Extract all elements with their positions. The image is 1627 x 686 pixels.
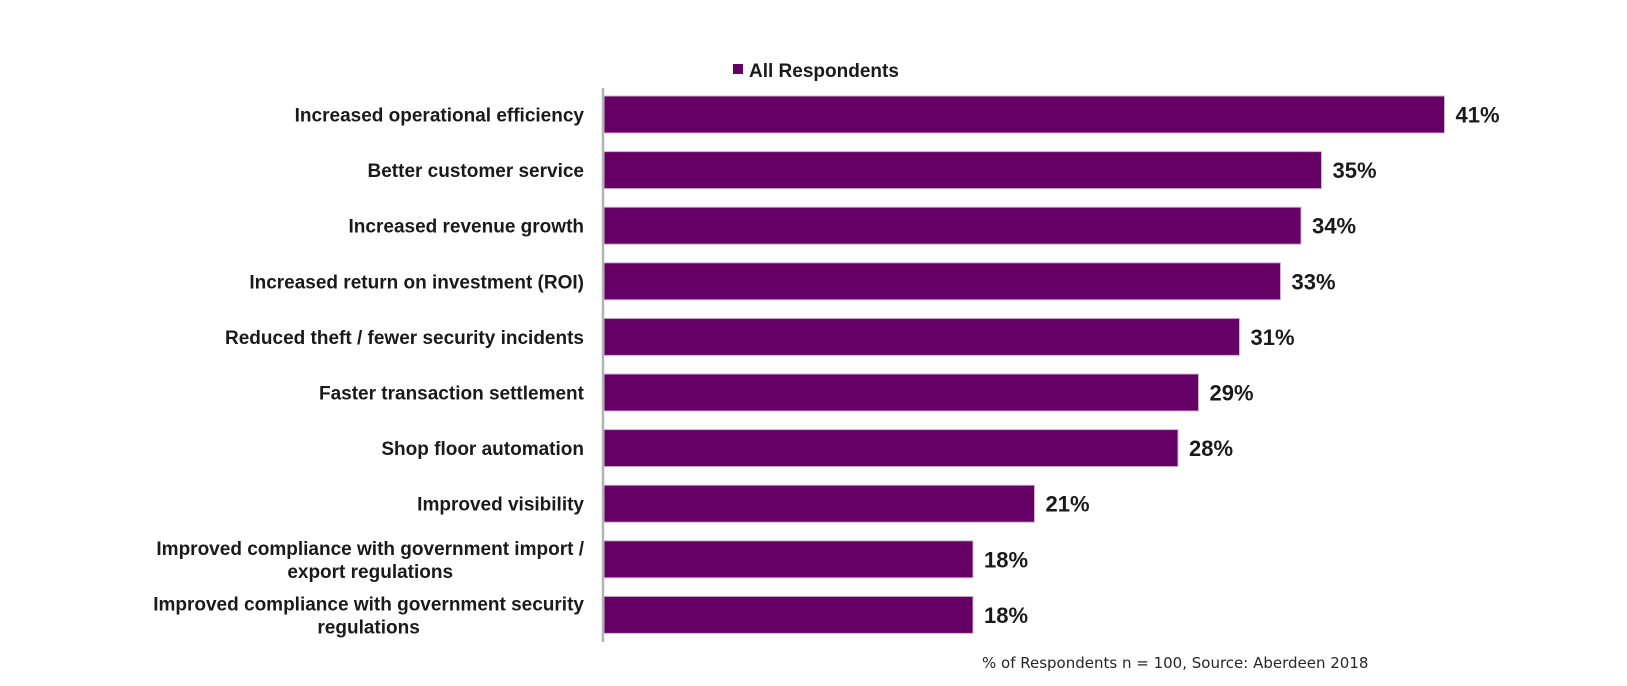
category-label-line: Improved compliance with government secu…: [153, 594, 584, 615]
category-label: Increased operational efficiency: [295, 106, 585, 127]
category-label: Improved compliance with government impo…: [156, 539, 584, 583]
value-labels: 41% 35% 34% 33% 31% 29% 28% 21% 18% 18%: [984, 103, 1500, 628]
category-label: Increased revenue growth: [349, 217, 584, 238]
legend-label: All Respondents: [749, 61, 899, 82]
bar: [603, 540, 974, 579]
category-label-line: Improved compliance with government impo…: [156, 539, 584, 560]
category-label: Shop floor automation: [381, 439, 584, 460]
bar: [603, 95, 1445, 134]
category-label: Improved visibility: [417, 495, 584, 516]
bars-group: [603, 95, 1445, 634]
value-label: 18%: [984, 603, 1028, 628]
value-label: 35%: [1333, 158, 1377, 183]
category-label: Better customer service: [368, 161, 585, 182]
value-label: 41%: [1456, 103, 1500, 128]
bar: [603, 595, 974, 634]
bar: [603, 151, 1322, 190]
value-label: 18%: [984, 547, 1028, 572]
value-label: 29%: [1210, 381, 1254, 406]
bar: [603, 373, 1199, 412]
bar: [603, 206, 1302, 245]
value-label: 33%: [1292, 269, 1336, 294]
category-label: Reduced theft / fewer security incidents: [225, 328, 584, 349]
legend: All Respondents: [733, 61, 899, 82]
legend-swatch: [733, 64, 743, 74]
category-labels: Increased operational efficiency Better c…: [153, 106, 584, 639]
value-label: 31%: [1251, 325, 1295, 350]
source-footnote: % of Respondents n = 100, Source: Aberde…: [982, 654, 1368, 672]
value-label: 34%: [1312, 214, 1356, 239]
category-label-line: regulations: [317, 617, 419, 638]
bar: [603, 317, 1240, 356]
category-label: Increased return on investment (ROI): [249, 272, 584, 293]
bar: [603, 429, 1179, 468]
category-label: Faster transaction settlement: [319, 384, 585, 405]
category-label: Improved compliance with government secu…: [153, 594, 584, 638]
category-label-line: export regulations: [287, 562, 453, 583]
value-label: 21%: [1046, 492, 1090, 517]
bar: [603, 484, 1035, 523]
value-label: 28%: [1189, 436, 1233, 461]
bar: [603, 262, 1281, 301]
